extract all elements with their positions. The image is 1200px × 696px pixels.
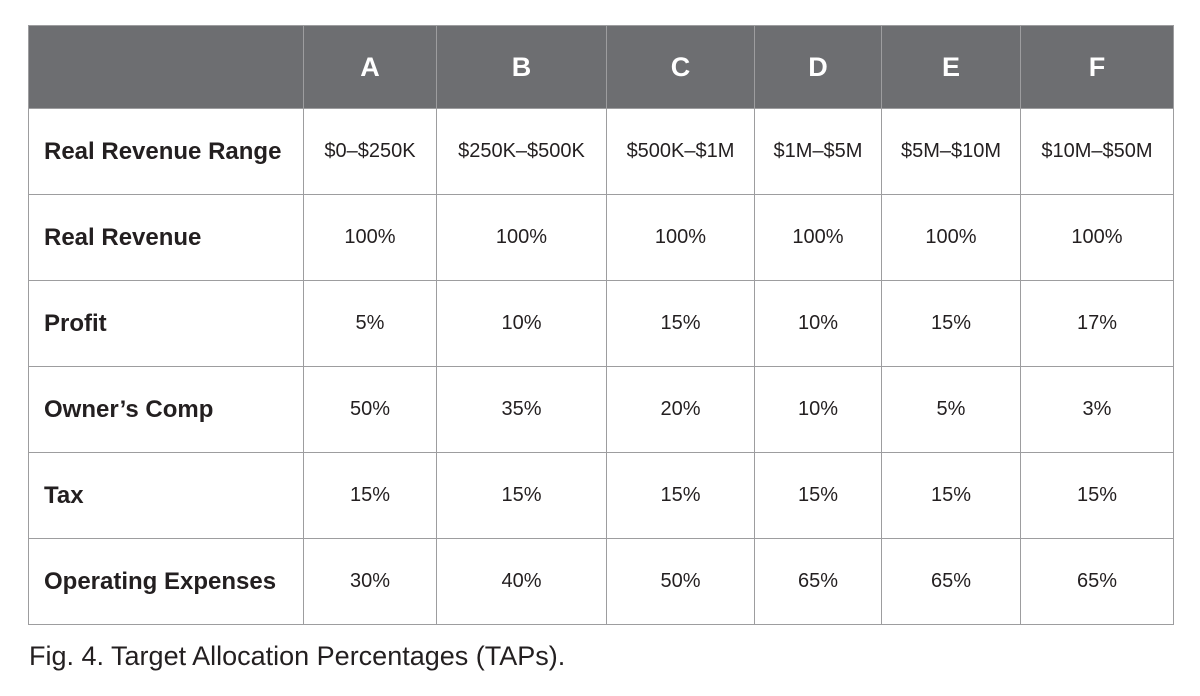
row-label-real-revenue-range: Real Revenue Range bbox=[28, 108, 304, 195]
table-cell: 17% bbox=[1020, 280, 1174, 367]
table-cell: $500K–$1M bbox=[606, 108, 755, 195]
table-cell: 30% bbox=[303, 538, 437, 625]
table-cell: 15% bbox=[436, 452, 607, 539]
table-cell: 35% bbox=[436, 366, 607, 453]
table-cell: 50% bbox=[606, 538, 755, 625]
column-header-c: C bbox=[606, 25, 755, 109]
table-cell: 100% bbox=[881, 194, 1021, 281]
table-cell: 100% bbox=[606, 194, 755, 281]
table-cell: 100% bbox=[436, 194, 607, 281]
table-cell: 10% bbox=[436, 280, 607, 367]
table-cell: 3% bbox=[1020, 366, 1174, 453]
table-cell: $10M–$50M bbox=[1020, 108, 1174, 195]
row-label-operating-expenses: Operating Expenses bbox=[28, 538, 304, 625]
table-cell: 15% bbox=[754, 452, 882, 539]
row-label-owners-comp: Owner’s Comp bbox=[28, 366, 304, 453]
table-row: Owner’s Comp 50% 35% 20% 10% 5% 3% bbox=[28, 366, 1174, 453]
table-cell: 15% bbox=[606, 280, 755, 367]
row-label-real-revenue: Real Revenue bbox=[28, 194, 304, 281]
table-cell: 65% bbox=[754, 538, 882, 625]
row-label-tax: Tax bbox=[28, 452, 304, 539]
table-cell: 5% bbox=[303, 280, 437, 367]
column-header-b: B bbox=[436, 25, 607, 109]
table-row: Profit 5% 10% 15% 10% 15% 17% bbox=[28, 280, 1174, 367]
table-row: Real Revenue 100% 100% 100% 100% 100% 10… bbox=[28, 194, 1174, 281]
row-label-profit: Profit bbox=[28, 280, 304, 367]
column-header-d: D bbox=[754, 25, 882, 109]
table-header: A B C D E F bbox=[28, 25, 1174, 109]
column-header-e: E bbox=[881, 25, 1021, 109]
table-row: Operating Expenses 30% 40% 50% 65% 65% 6… bbox=[28, 538, 1174, 625]
table-cell: 15% bbox=[1020, 452, 1174, 539]
allocation-table: A B C D E F Real Revenue Range $0–$250K … bbox=[28, 25, 1174, 625]
table-cell: 10% bbox=[754, 366, 882, 453]
column-header-f: F bbox=[1020, 25, 1174, 109]
table-cell: $250K–$500K bbox=[436, 108, 607, 195]
table-row: Real Revenue Range $0–$250K $250K–$500K … bbox=[28, 108, 1174, 195]
table-cell: 20% bbox=[606, 366, 755, 453]
table-cell: 15% bbox=[303, 452, 437, 539]
table-cell: 10% bbox=[754, 280, 882, 367]
table-cell: 50% bbox=[303, 366, 437, 453]
table-cell: $0–$250K bbox=[303, 108, 437, 195]
table-cell: 5% bbox=[881, 366, 1021, 453]
table-cell: 100% bbox=[1020, 194, 1174, 281]
figure-caption: Fig. 4. Target Allocation Percentages (T… bbox=[29, 641, 566, 671]
table-body: Real Revenue Range $0–$250K $250K–$500K … bbox=[28, 108, 1174, 625]
table-cell: $1M–$5M bbox=[754, 108, 882, 195]
table-cell: 15% bbox=[606, 452, 755, 539]
table-cell: $5M–$10M bbox=[881, 108, 1021, 195]
header-row: A B C D E F bbox=[28, 25, 1174, 109]
table-cell: 15% bbox=[881, 280, 1021, 367]
table-cell: 40% bbox=[436, 538, 607, 625]
table-cell: 100% bbox=[303, 194, 437, 281]
table-cell: 65% bbox=[881, 538, 1021, 625]
table-cell: 65% bbox=[1020, 538, 1174, 625]
header-corner-cell bbox=[28, 25, 304, 109]
table-cell: 100% bbox=[754, 194, 882, 281]
table-row: Tax 15% 15% 15% 15% 15% 15% bbox=[28, 452, 1174, 539]
table-cell: 15% bbox=[881, 452, 1021, 539]
column-header-a: A bbox=[303, 25, 437, 109]
